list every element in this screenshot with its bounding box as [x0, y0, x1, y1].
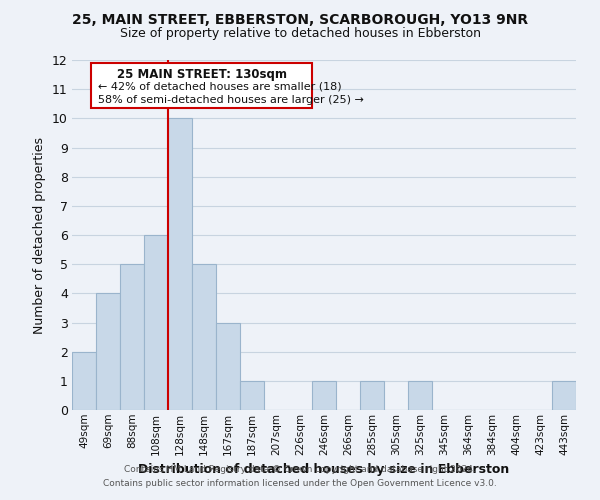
- Text: 58% of semi-detached houses are larger (25) →: 58% of semi-detached houses are larger (…: [98, 95, 364, 105]
- Bar: [552, 381, 576, 410]
- Bar: [192, 264, 216, 410]
- Bar: [216, 322, 240, 410]
- Text: 25, MAIN STREET, EBBERSTON, SCARBOROUGH, YO13 9NR: 25, MAIN STREET, EBBERSTON, SCARBOROUGH,…: [72, 12, 528, 26]
- Bar: [168, 118, 192, 410]
- Y-axis label: Number of detached properties: Number of detached properties: [34, 136, 46, 334]
- Text: Size of property relative to detached houses in Ebberston: Size of property relative to detached ho…: [119, 28, 481, 40]
- Bar: [360, 381, 384, 410]
- Text: ← 42% of detached houses are smaller (18): ← 42% of detached houses are smaller (18…: [98, 82, 342, 92]
- Bar: [240, 381, 264, 410]
- Bar: [408, 381, 432, 410]
- Text: Contains HM Land Registry data © Crown copyright and database right 2024.
Contai: Contains HM Land Registry data © Crown c…: [103, 466, 497, 487]
- Bar: [72, 352, 96, 410]
- Text: 25 MAIN STREET: 130sqm: 25 MAIN STREET: 130sqm: [116, 68, 287, 81]
- Bar: [96, 294, 120, 410]
- X-axis label: Distribution of detached houses by size in Ebberston: Distribution of detached houses by size …: [139, 463, 509, 476]
- Bar: [120, 264, 144, 410]
- Bar: [144, 235, 168, 410]
- Bar: [312, 381, 336, 410]
- FancyBboxPatch shape: [91, 63, 312, 108]
